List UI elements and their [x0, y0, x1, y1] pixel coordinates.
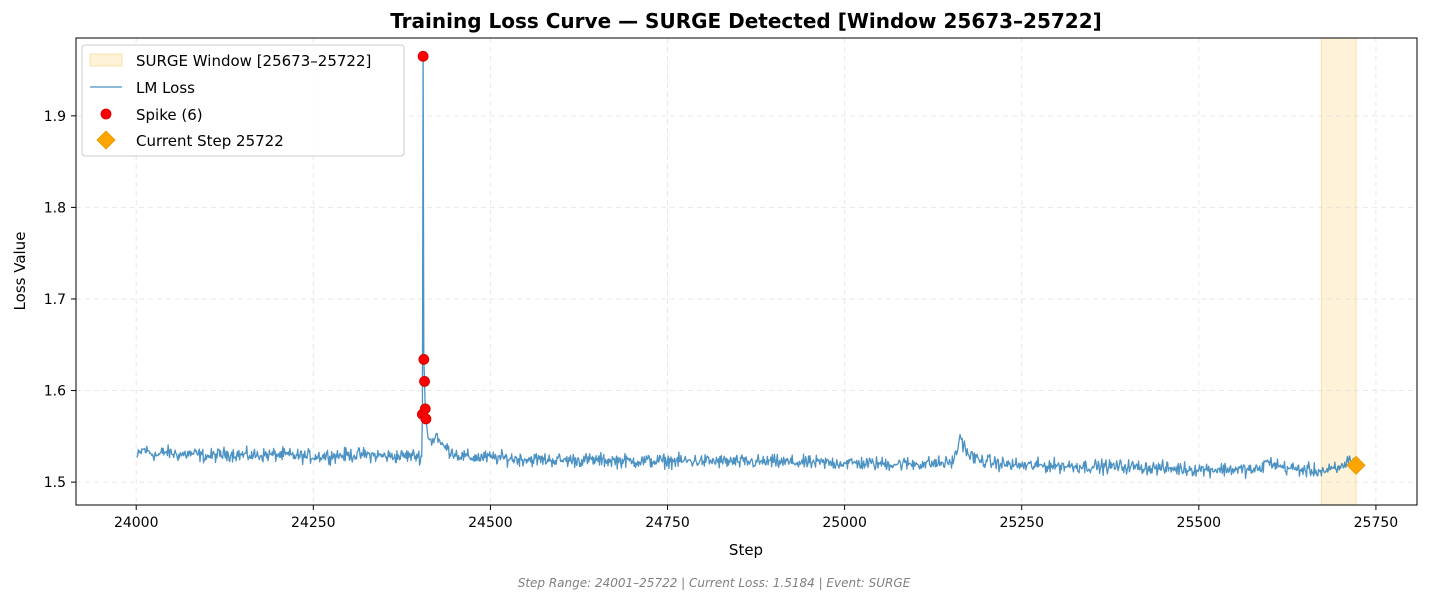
x-axis-label: Step: [729, 541, 763, 559]
lm-loss-line: [136, 55, 1357, 480]
y-tick-label: 1.5: [44, 475, 66, 491]
spike-marker: [419, 403, 431, 415]
legend-box: [81, 44, 405, 157]
spike-markers: [417, 50, 432, 425]
current-step-marker: [1346, 455, 1366, 475]
footer-note: Step Range: 24001–25722 | Current Loss: …: [518, 576, 911, 590]
x-tick-label: 24750: [645, 515, 690, 531]
x-tick-label: 25750: [1354, 515, 1399, 531]
grid-lines: [76, 38, 1417, 505]
legend-loss-label: LM Loss: [136, 79, 195, 97]
legend-surge-swatch: [89, 53, 123, 67]
y-tick-label: 1.6: [44, 384, 66, 400]
y-tick-label: 1.7: [44, 292, 66, 308]
legend-current-swatch: [96, 130, 116, 150]
x-tick-label: 25500: [1177, 515, 1222, 531]
spike-marker: [420, 413, 432, 425]
legend-current-label: Current Step 25722: [136, 132, 284, 150]
y-tick-label: 1.9: [44, 109, 66, 125]
legend-spike-swatch: [100, 108, 112, 120]
y-tick-label: 1.8: [44, 200, 66, 216]
spike-marker: [419, 375, 430, 387]
legend-spike-label: Spike (6): [136, 106, 203, 124]
x-tick-label: 25000: [822, 515, 867, 531]
y-axis-label: Loss Value: [11, 232, 29, 311]
x-axis-ticks: 24000 24250 24500 24750 25000 25250 25500 25750: [114, 505, 1398, 531]
y-axis-ticks: 1.5 1.6 1.7 1.8 1.9: [44, 109, 76, 491]
spike-marker: [417, 50, 429, 62]
x-tick-label: 24000: [114, 515, 159, 531]
legend: SURGE Window [25673–25722] LM Loss Spike…: [81, 44, 405, 157]
chart-title: Training Loss Curve — SURGE Detected [Wi…: [390, 9, 1102, 33]
x-tick-label: 24500: [468, 515, 513, 531]
plot-frame: [75, 37, 1418, 506]
current-step-marker-group: [1346, 455, 1366, 475]
x-tick-label: 25250: [999, 515, 1044, 531]
spike-marker: [418, 354, 430, 365]
x-tick-label: 24250: [291, 515, 336, 531]
surge-window-band: [1320, 37, 1357, 506]
legend-surge-label: SURGE Window [25673–25722]: [136, 52, 371, 70]
